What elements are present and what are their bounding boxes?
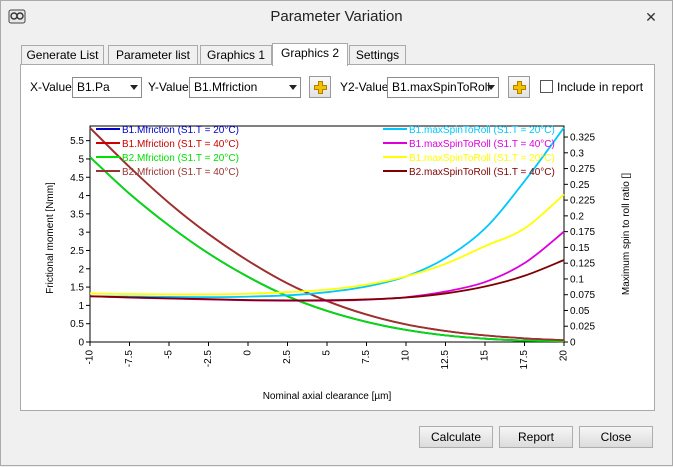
series-line-2 — [89, 156, 565, 343]
add-y-value-button[interactable] — [309, 76, 331, 98]
x-tick-label: 17.5 — [519, 350, 530, 370]
y2-tick-label: 0.05 — [570, 306, 590, 317]
y2-tick-label: 0.125 — [570, 259, 595, 270]
x-value-label: X-Value — [30, 80, 72, 94]
x-axis-label: Nominal axial clearance [µm] — [263, 391, 392, 402]
y-tick-label: 3 — [78, 228, 84, 239]
x-tick-label: 0 — [243, 350, 254, 356]
app-icon — [8, 9, 26, 24]
x-value-selected: B1.Pa — [77, 80, 110, 94]
y-tick-label: 5.5 — [70, 136, 84, 147]
y-value-selected: B1.Mfriction — [194, 80, 258, 94]
y2-tick-label: 0.025 — [570, 322, 595, 333]
series-line-6 — [89, 193, 565, 296]
x-value-select[interactable]: B1.Pa — [72, 77, 142, 98]
window-close-button[interactable]: ✕ — [645, 9, 657, 25]
series-line-0 — [89, 156, 565, 343]
y-axis-label: Frictional moment [Nmm] — [45, 182, 56, 294]
y2-value-select[interactable]: B1.maxSpinToRoll — [387, 77, 499, 98]
y2-axis-label: Maximum spin to roll ratio [] — [621, 173, 632, 295]
y2-tick-label: 0.325 — [570, 133, 595, 144]
series-line-4 — [89, 127, 565, 299]
x-tick-label: 2.5 — [282, 350, 293, 364]
y2-value-selected: B1.maxSpinToRoll — [392, 80, 491, 94]
legend-entry: B1.maxSpinToRoll (S1.T = 40°C) — [409, 139, 555, 150]
legend-entry: B1.Mfriction (S1.T = 20°C) — [122, 125, 239, 136]
x-tick-label: 15 — [480, 350, 491, 362]
y-tick-label: 0.5 — [70, 319, 84, 330]
y-tick-label: 1 — [78, 301, 84, 312]
x-tick-label: 20 — [559, 350, 570, 362]
y2-tick-label: 0.275 — [570, 164, 595, 175]
y2-tick-label: 0.075 — [570, 290, 595, 301]
y-tick-label: 4 — [78, 191, 84, 202]
y-tick-label: 3.5 — [70, 209, 84, 220]
y2-tick-label: 0.15 — [570, 243, 590, 254]
add-y2-value-button[interactable] — [508, 76, 530, 98]
report-button[interactable]: Report — [499, 426, 573, 448]
x-tick-label: -10 — [85, 350, 96, 365]
y2-tick-label: 0 — [570, 338, 576, 349]
legend-entry: B1.maxSpinToRoll (S1.T = 20°C) — [409, 125, 555, 136]
legend-entry: B2.Mfriction (S1.T = 40°C) — [122, 167, 239, 178]
y2-tick-label: 0.25 — [570, 180, 590, 191]
y-tick-label: 0 — [78, 338, 84, 349]
x-tick-label: 10 — [401, 350, 412, 362]
y2-tick-label: 0.175 — [570, 227, 595, 238]
tab-graphics-2[interactable]: Graphics 2 — [272, 43, 348, 66]
y-value-label: Y-Value — [148, 80, 189, 94]
y2-tick-label: 0.1 — [570, 274, 584, 285]
tab-graphics-1[interactable]: Graphics 1 — [200, 45, 272, 65]
y2-tick-label: 0.2 — [570, 211, 584, 222]
legend-entry: B1.maxSpinToRoll (S1.T = 20°C) — [409, 153, 555, 164]
tab-parameter-list[interactable]: Parameter list — [108, 45, 198, 65]
chevron-down-icon — [130, 85, 138, 90]
legend-entry: B2.maxSpinToRoll (S1.T = 40°C) — [409, 167, 555, 178]
y-value-select[interactable]: B1.Mfriction — [189, 77, 301, 98]
legend-entry: B2.Mfriction (S1.T = 20°C) — [122, 153, 239, 164]
close-button[interactable]: Close — [579, 426, 653, 448]
y-tick-label: 1.5 — [70, 283, 84, 294]
plus-icon — [314, 81, 327, 94]
y-tick-label: 4.5 — [70, 173, 84, 184]
x-tick-label: 12.5 — [440, 350, 451, 370]
y2-value-label: Y2-Value — [340, 80, 389, 94]
y-tick-label: 5 — [78, 154, 84, 165]
calculate-button[interactable]: Calculate — [419, 426, 493, 448]
y-tick-label: 2.5 — [70, 246, 84, 257]
x-tick-label: 7.5 — [361, 350, 372, 364]
y-tick-label: 2 — [78, 264, 84, 275]
include-in-report-label[interactable]: Include in report — [557, 80, 644, 94]
graphics-2-panel: X-Value B1.Pa Y-Value B1.Mfriction Y2-Va… — [20, 64, 655, 411]
title-bar: Parameter Variation ✕ — [1, 1, 672, 34]
x-tick-label: -2.5 — [203, 350, 214, 368]
x-tick-label: -5 — [164, 350, 175, 359]
x-tick-label: 5 — [322, 350, 333, 356]
window-title: Parameter Variation — [270, 8, 403, 25]
tab-generate-list[interactable]: Generate List — [21, 45, 104, 65]
chevron-down-icon — [487, 85, 495, 90]
legend-entry: B1.Mfriction (S1.T = 40°C) — [122, 139, 239, 150]
chevron-down-icon — [289, 85, 297, 90]
y2-tick-label: 0.225 — [570, 196, 595, 207]
include-in-report-checkbox[interactable] — [540, 80, 553, 93]
series-line-7 — [89, 259, 565, 302]
x-tick-label: -7.5 — [124, 350, 135, 368]
tab-settings[interactable]: Settings — [349, 45, 406, 65]
y2-tick-label: 0.3 — [570, 148, 584, 159]
plus-icon — [513, 81, 526, 94]
